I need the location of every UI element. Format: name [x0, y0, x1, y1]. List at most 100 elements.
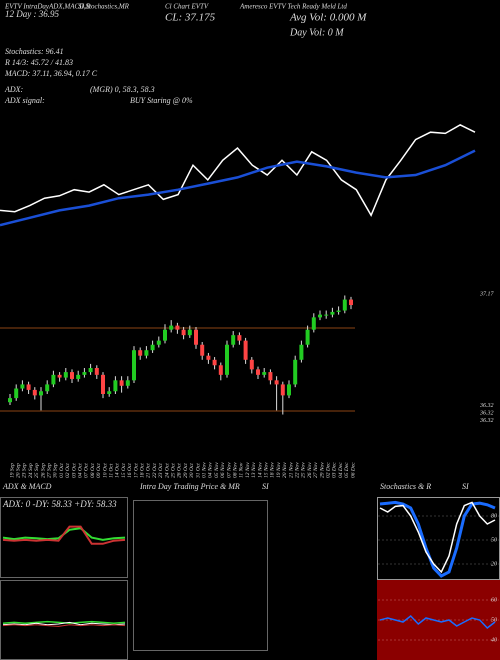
date-label: 29 Nov [319, 462, 325, 478]
candle-body [324, 314, 329, 316]
date-label: 25 Oct [170, 463, 176, 478]
candle-body [26, 384, 31, 390]
date-label: 01 Nov [201, 462, 207, 478]
candle-body [101, 374, 105, 394]
candle-body [63, 372, 68, 378]
candle-body [268, 372, 273, 381]
candle-body [293, 359, 298, 385]
header-text: ADX signal: [4, 96, 45, 105]
candle-body [113, 380, 118, 392]
candle-body [94, 368, 99, 375]
date-label: 26 Sep [40, 463, 46, 478]
date-label: 08 Nov [232, 462, 238, 478]
candle-body [14, 388, 19, 399]
header-text: Ameresco EVTV Tech Ready Meld Ltd [239, 3, 347, 11]
date-label: 02 Oct [65, 463, 71, 478]
candle-body [194, 329, 198, 345]
candle-body [311, 317, 316, 330]
intraday-panel [133, 500, 268, 651]
adx-title: ADX & MACD [2, 482, 52, 491]
header-text: CL: 37.175 [165, 12, 216, 24]
candle-body [8, 398, 12, 403]
candle-body [200, 344, 205, 356]
adx-legend: ADX: 0 -DY: 58.33 +DY: 58.33 [2, 499, 117, 509]
date-label: 04 Nov [207, 462, 214, 478]
candle-body [287, 384, 291, 396]
candle-body [20, 384, 25, 389]
date-label: 07 Oct [84, 463, 90, 478]
candle-body [57, 374, 62, 378]
candle-body [187, 329, 192, 336]
intraday-title: SI [262, 482, 269, 491]
date-label: 21 Oct [146, 463, 152, 478]
y-tick-label: 40 [491, 636, 497, 643]
date-label: 19 Nov [276, 462, 282, 478]
candle-body [225, 344, 229, 375]
header-text: ADX: [4, 85, 24, 94]
header-text: R 14/3: 45.72 / 41.83 [4, 58, 73, 67]
candle-body [237, 335, 242, 341]
date-label: 18 Nov [270, 462, 276, 478]
date-label: 22 Oct [152, 463, 158, 478]
date-label: 27 Sep [46, 463, 52, 478]
candle-body [206, 355, 211, 360]
candle-body [156, 340, 161, 345]
candle-body [45, 384, 50, 392]
date-label: 04 Dec [337, 462, 344, 478]
date-label: 27 Nov [313, 462, 319, 478]
date-label: 11 Nov [239, 462, 245, 478]
candle-body [107, 391, 112, 394]
header-text: BUY Staring @ 0% [130, 96, 193, 105]
date-label: 13 Nov [251, 462, 257, 478]
candle-body [256, 369, 260, 375]
candle-body [318, 314, 322, 318]
header-text: Stochastics: 96.41 [5, 47, 64, 56]
date-label: 17 Oct [133, 463, 139, 478]
candle-body [305, 329, 310, 345]
candle-body [212, 359, 217, 366]
header-text: Avg Vol: 0.000 M [289, 12, 367, 24]
stoch-panel [377, 497, 500, 580]
date-label: 14 Nov [256, 462, 263, 478]
date-label: 20 Sep [15, 463, 21, 478]
date-label: 21 Nov [288, 462, 294, 478]
intraday-title: Intra Day Trading Price & MR [139, 482, 240, 491]
header-text: Day Vol: 0 M [289, 27, 344, 38]
date-label: 03 Dec [332, 462, 338, 478]
price-label: 36.32 [479, 418, 494, 424]
header-text: MACD: 37.11, 36.94, 0.17 C [4, 69, 98, 78]
date-label: 24 Sep [27, 463, 34, 478]
price-label: 36.32 [479, 403, 494, 409]
price-label: 36.32 [479, 410, 494, 416]
candle-body [138, 350, 143, 356]
candle-body [39, 391, 43, 396]
date-label: 28 Oct [177, 463, 183, 478]
line [0, 124, 476, 217]
candle-body [132, 350, 136, 381]
header-text: SI,Stochastics,MR [78, 3, 130, 11]
y-tick-label: 20 [491, 561, 497, 567]
candle-body [336, 310, 341, 312]
line [379, 614, 496, 630]
date-label: 02 Dec [325, 462, 331, 478]
candle-body [70, 372, 74, 379]
date-label: 11 Oct [108, 463, 114, 478]
date-label: 15 Oct [121, 463, 127, 478]
candle-body [51, 374, 56, 385]
y-tick-label: 60 [491, 597, 497, 603]
date-label: 30 Sep [53, 463, 59, 479]
candle-body [342, 299, 347, 311]
date-label: 24 Oct [163, 463, 170, 478]
candle-body [249, 359, 254, 370]
candle-body [76, 374, 81, 379]
date-label: 31 Oct [195, 463, 201, 479]
candle-body [88, 368, 93, 373]
date-label: 05 Dec [344, 462, 350, 478]
candle-body [330, 311, 335, 315]
header-text: EVTV IntraDayADX,MACD,B [4, 3, 91, 11]
price-label: 37.17 [479, 291, 495, 297]
date-label: 10 Oct [102, 463, 108, 478]
candle-body [169, 325, 174, 330]
date-label: 08 Oct [90, 463, 96, 478]
